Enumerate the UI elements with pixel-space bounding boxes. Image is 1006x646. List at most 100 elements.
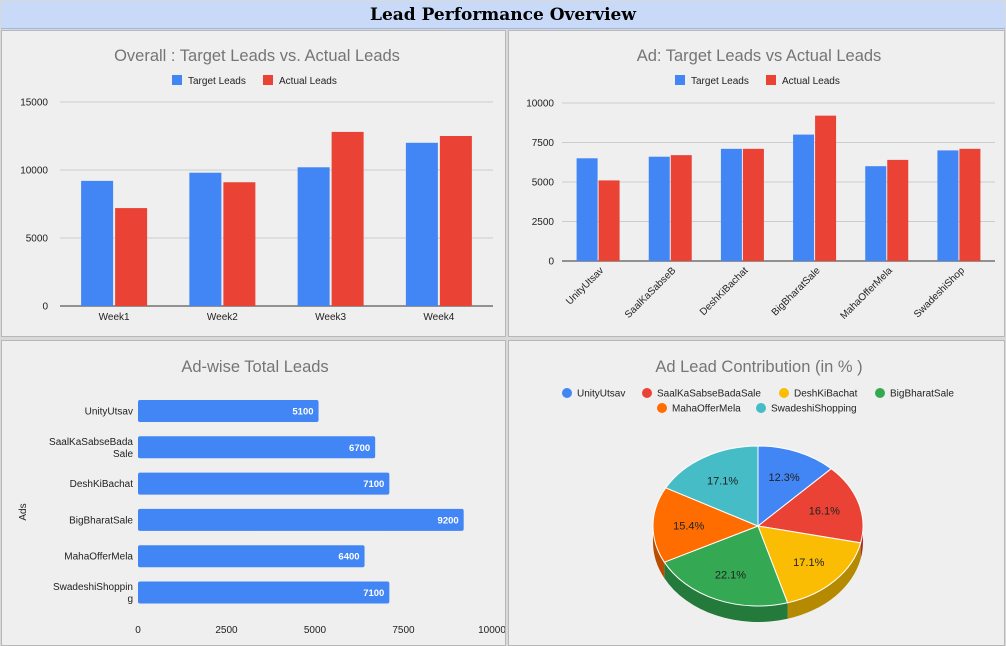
data-label: 5100 — [292, 407, 313, 418]
legend-swatch-actual — [263, 75, 273, 85]
x-tick-label: SaalKaSabseB — [623, 265, 679, 321]
legend-label: UnityUtsav — [577, 389, 625, 400]
y-tick-label: 5000 — [532, 178, 555, 189]
x-tick-label: Week4 — [423, 312, 454, 323]
bar-actual-deshkibachat — [742, 148, 764, 261]
y-tick-label: SwadeshiShoppin g — [53, 582, 133, 605]
bar-target-bigbharatsale — [793, 134, 815, 261]
hbar-unityutsav — [138, 400, 319, 422]
y-tick-label: 15000 — [20, 98, 48, 109]
x-tick-label: SwadeshiShop — [912, 265, 967, 320]
legend: Target Leads Actual Leads — [172, 75, 337, 87]
legend-label-target: Target Leads — [691, 76, 749, 87]
legend-swatch — [642, 388, 652, 398]
pie-slice-swadeshishopping — [664, 445, 759, 527]
legend-swatch-actual — [766, 75, 776, 85]
data-label: 9200 — [438, 515, 459, 526]
data-label: 6700 — [349, 443, 370, 454]
pie-data-label: 15.4% — [673, 520, 704, 532]
contribution-chart: Ad Lead Contribution (in % ) UnityUtsav S… — [562, 358, 954, 622]
bar-actual-week4 — [439, 136, 472, 306]
overall-chart: Overall : Target Leads vs. Actual Leads … — [20, 47, 493, 323]
pie-side-bigbharatsale — [664, 562, 788, 622]
x-tick-label: 2500 — [215, 625, 238, 636]
bar-target-week1 — [81, 180, 114, 306]
legend-swatch — [756, 403, 766, 413]
legend-swatch — [657, 403, 667, 413]
data-label: 6400 — [338, 552, 359, 563]
bar-actual-week2 — [223, 182, 256, 306]
bar-actual-week3 — [331, 131, 364, 306]
legend-label: MahaOfferMela — [672, 404, 741, 415]
y-tick-label: 0 — [548, 257, 554, 268]
x-tick-label: Week3 — [315, 312, 346, 323]
x-tick-label: 0 — [135, 625, 141, 636]
hbar-mahaoffermela — [138, 545, 365, 568]
data-label: 7100 — [363, 479, 384, 490]
bar-actual-saalkasabseb — [670, 155, 692, 261]
legend-label-target: Target Leads — [188, 76, 246, 87]
chart-title: Ad: Target Leads vs Actual Leads — [637, 47, 882, 65]
legend-swatch-target — [172, 75, 182, 85]
x-tick-label: 5000 — [304, 625, 327, 636]
hbar-swadeshishopping — [138, 581, 390, 604]
pie-data-label: 17.1% — [793, 557, 824, 569]
y-tick-label: 7500 — [532, 138, 555, 149]
pie-slice-bigbharatsale — [663, 525, 789, 607]
pie-data-label: 22.1% — [715, 569, 746, 581]
y-axis-label: Ads — [18, 503, 29, 520]
bar-target-swadeshishop — [937, 150, 959, 261]
pie-slices — [652, 445, 864, 607]
y-tick-label: UnityUtsav — [85, 407, 133, 418]
x-tick-label: Week1 — [99, 312, 130, 323]
x-tick-label: DeshKiBachat — [698, 265, 751, 318]
pie-slice-unityutsav — [757, 445, 833, 528]
contribution-chart-panel: Ad Lead Contribution (in % ) UnityUtsav S… — [508, 340, 1005, 646]
y-tick-label: 0 — [42, 302, 48, 313]
pie-data-label: 17.1% — [707, 476, 738, 488]
legend-label-actual: Actual Leads — [279, 76, 337, 87]
legend-swatch — [779, 388, 789, 398]
pie-data-label: 12.3% — [768, 472, 799, 484]
data-label: 7100 — [363, 588, 384, 599]
pie-side-saalkasabsebadasale — [860, 526, 863, 559]
legend-label: BigBharatSale — [890, 389, 954, 400]
bar-target-week3 — [297, 167, 330, 306]
bar-target-saalkasabseb — [648, 156, 670, 261]
bar-actual-week1 — [115, 208, 148, 306]
x-tick-label: BigBharatSale — [770, 265, 823, 318]
pie-slice-mahaoffermela — [652, 487, 760, 563]
overall-chart-panel: Overall : Target Leads vs. Actual Leads … — [1, 30, 506, 337]
legend-label-actual: Actual Leads — [782, 76, 840, 87]
ad-chart: Ad: Target Leads vs Actual Leads Target … — [526, 47, 995, 322]
x-tick-label: MahaOfferMela — [838, 265, 895, 322]
hbar-deshkibachat — [138, 472, 390, 495]
legend-label: SaalKaSabseBadaSale — [657, 389, 761, 400]
pie-slice-saalkasabsebadasale — [756, 468, 864, 544]
bar-target-unityutsav — [576, 158, 598, 261]
legend-swatch-target — [675, 75, 685, 85]
chart-title: Ad-wise Total Leads — [181, 358, 328, 376]
chart-title: Ad Lead Contribution (in % ) — [655, 358, 862, 376]
y-tick-label: 2500 — [532, 217, 555, 228]
hbar-saalkasabsebadasale — [138, 436, 376, 459]
x-tick-label: UnityUtsav — [564, 265, 606, 307]
adwise-chart-panel: Ad-wise Total Leads Ads 5100 6700 7100 9200… — [1, 340, 506, 646]
legend-swatch — [875, 388, 885, 398]
y-tick-label: SaalKaSabseBada Sale — [49, 437, 133, 460]
hbar-bigbharatsale — [138, 508, 464, 531]
pie-slice-deshkibachat — [757, 525, 862, 604]
pie-side-deshkibachat — [787, 542, 861, 619]
y-tick-label: 10000 — [526, 99, 554, 110]
bar-target-mahaoffermela — [865, 166, 887, 261]
chart-title: Overall : Target Leads vs. Actual Leads — [114, 47, 400, 65]
y-tick-label: 5000 — [26, 234, 49, 245]
bar-target-week4 — [405, 142, 438, 306]
bar-actual-bigbharatsale — [815, 115, 837, 261]
y-tick-label: BigBharatSale — [69, 515, 133, 526]
adwise-chart: Ad-wise Total Leads Ads 5100 6700 7100 9200… — [18, 358, 505, 636]
bar-target-week2 — [189, 172, 222, 306]
bar-actual-mahaoffermela — [887, 159, 909, 261]
bar-actual-unityutsav — [598, 180, 620, 261]
ad-chart-panel: Ad: Target Leads vs Actual Leads Target … — [508, 30, 1005, 337]
